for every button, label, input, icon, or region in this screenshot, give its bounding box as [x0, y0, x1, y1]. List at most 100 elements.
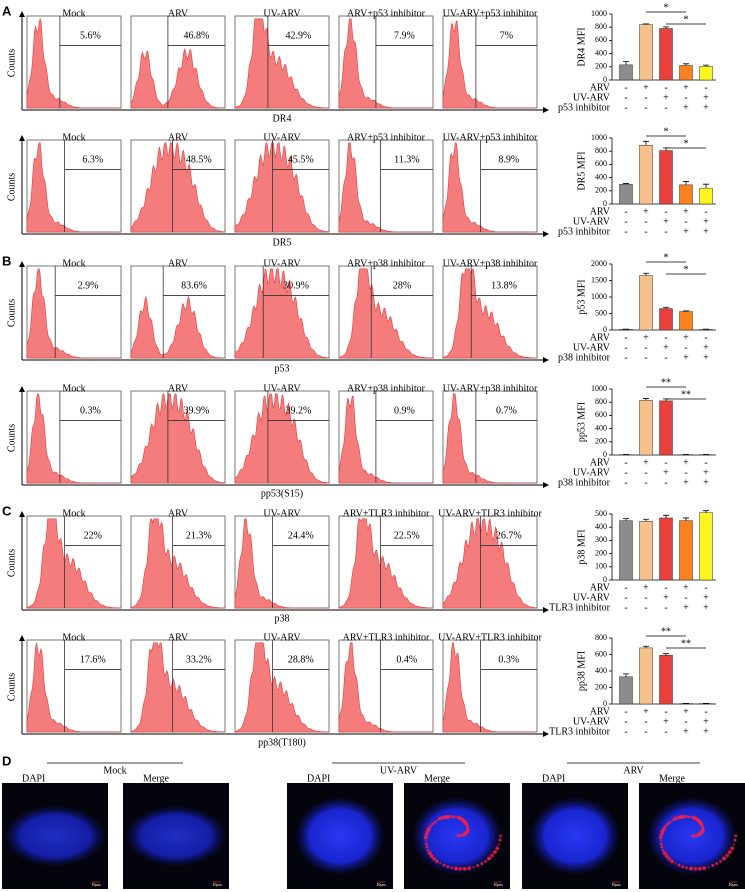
y-tick-label: 800 [595, 22, 607, 31]
red-signal [660, 845, 664, 849]
plot-title: UV-ARV+p53 inhibitor [443, 132, 538, 143]
plot-title: ARV [168, 258, 189, 269]
histogram [338, 518, 434, 609]
red-signal [693, 866, 698, 871]
plot-title: Mock [62, 8, 85, 19]
red-signal [459, 818, 462, 821]
condition-sign: - [704, 332, 707, 343]
condition-sign: - [684, 342, 687, 353]
condition-sign: + [663, 592, 669, 603]
red-signal [442, 863, 446, 867]
y-tick-label: 200 [595, 62, 607, 71]
bar [659, 517, 673, 581]
red-signal [426, 848, 430, 852]
condition-sign: - [644, 92, 647, 103]
red-signal [446, 865, 450, 869]
error-bar [663, 26, 669, 29]
condition-name: p38 inhibitor [558, 477, 611, 488]
condition-name: UV-ARV [573, 342, 611, 353]
condition-sign: - [664, 726, 667, 737]
gate-percent: 42.9% [286, 31, 312, 42]
histogram [442, 517, 538, 609]
red-signal [698, 821, 703, 826]
red-signal [452, 815, 456, 819]
red-signal [673, 818, 676, 821]
bar [699, 187, 713, 205]
condition-sign: - [644, 102, 647, 113]
group-title: Mock [103, 765, 126, 776]
y-tick-label: 400 [595, 666, 607, 675]
gate-percent: 21.3% [186, 531, 212, 542]
condition-sign: + [703, 726, 709, 737]
histogram [442, 268, 538, 359]
condition-name: UV-ARV [573, 92, 611, 103]
red-signal [484, 859, 488, 863]
y-tick-label: 2000 [591, 259, 607, 268]
histogram [442, 642, 537, 733]
image-label: DAPI [542, 773, 565, 784]
y-tick-label: 400 [595, 48, 607, 57]
red-signal [659, 839, 662, 842]
histogram [338, 18, 433, 109]
image-label: Merge [143, 773, 169, 784]
plot-title: UV-ARV+TLR3 inhibitor [438, 508, 542, 519]
group-title: UV-ARV [380, 765, 418, 776]
red-signal [424, 842, 428, 846]
red-signal [661, 848, 665, 852]
red-signal [425, 836, 428, 839]
y-tick-label: 1000 [591, 384, 607, 393]
bar [659, 400, 673, 456]
y-axis-label: DR5 MFI [576, 151, 587, 190]
gate-percent: 45.5% [288, 155, 314, 166]
red-signal [696, 832, 701, 837]
condition-sign: - [644, 226, 647, 237]
y-tick-label: 0 [603, 325, 607, 334]
condition-sign: - [624, 226, 627, 237]
condition-sign: - [704, 457, 707, 468]
condition-name: UV-ARV [573, 592, 611, 603]
plot-title: UV-ARV [263, 508, 301, 519]
gate-percent: 0.7% [496, 406, 517, 417]
y-tick-label: 600 [595, 649, 607, 658]
condition-sign: - [684, 92, 687, 103]
red-signal [480, 862, 484, 866]
histogram [442, 20, 537, 109]
condition-sign: - [624, 332, 627, 343]
histogram [234, 642, 330, 733]
error-bar [643, 140, 649, 146]
condition-sign: + [683, 206, 689, 217]
x-axis-label: pp38(T180) [258, 737, 306, 748]
bar [619, 676, 633, 705]
bar [619, 520, 633, 581]
nucleus [296, 798, 384, 874]
condition-name: UV-ARV [573, 716, 611, 727]
condition-name: p38 inhibitor [558, 352, 611, 363]
gate-percent: 39.2% [286, 406, 312, 417]
bar [639, 399, 653, 456]
red-signal [662, 851, 667, 856]
condition-sign: + [643, 457, 649, 468]
gate-percent: 48.5% [186, 155, 212, 166]
red-signal [674, 862, 677, 865]
condition-sign: - [644, 726, 647, 737]
y-axis-label: pp53 MFI [576, 402, 587, 442]
condition-sign: - [624, 706, 627, 717]
condition-sign: - [704, 706, 707, 717]
condition-sign: + [643, 706, 649, 717]
gate-percent: 8.9% [498, 155, 519, 166]
condition-sign: + [683, 477, 689, 488]
error-bar [663, 653, 669, 656]
significance-label: ** [661, 626, 671, 637]
red-signal [466, 829, 469, 832]
significance-label: * [664, 252, 669, 263]
plot-title: UV-ARV [263, 258, 301, 269]
histogram [130, 295, 225, 359]
red-signal [733, 838, 737, 842]
significance-label: ** [681, 389, 691, 400]
bar [639, 275, 653, 331]
red-signal [661, 826, 666, 831]
condition-name: ARV [590, 706, 611, 717]
y-tick-label: 500 [595, 308, 607, 317]
y-axis-label: p38 MFI [576, 529, 587, 564]
y-tick-label: 600 [595, 159, 607, 168]
